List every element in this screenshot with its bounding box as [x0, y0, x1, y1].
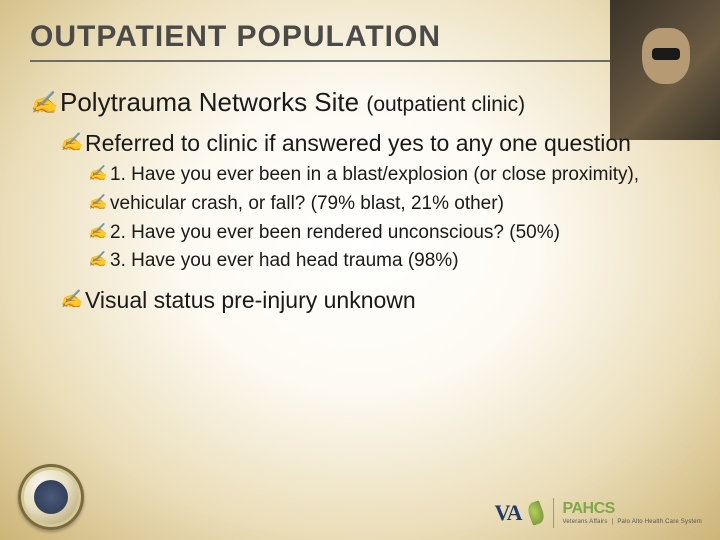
- bullet-lvl3: ✍ 2. Have you ever been rendered unconsc…: [30, 221, 690, 246]
- bullet-lvl2: ✍ Referred to clinic if answered yes to …: [30, 129, 690, 158]
- va-pahcs-logo: VA PAHCS Veterans Affairs | Palo Alto He…: [495, 498, 702, 528]
- lvl2-text: Visual status pre-injury unknown: [85, 287, 416, 313]
- slide-container: OUTPATIENT POPULATION ✍ Polytrauma Netwo…: [0, 0, 720, 540]
- bullet-lvl2: ✍ Visual status pre-injury unknown: [30, 286, 690, 315]
- bullet-lvl3: ✍ 1. Have you ever been in a blast/explo…: [30, 163, 690, 188]
- sub-right: Palo Alto Health Care System: [617, 519, 702, 525]
- bullet-icon: ✍: [88, 251, 107, 271]
- pahcs-subtext: Veterans Affairs | Palo Alto Health Care…: [562, 519, 702, 525]
- bullet-lvl3: ✍ 3. Have you ever had head trauma (98%): [30, 249, 690, 274]
- bullet-icon: ✍: [30, 89, 57, 117]
- leaf-icon: [526, 500, 547, 525]
- bullet-icon: ✍: [60, 288, 82, 311]
- bullet-icon: ✍: [88, 194, 107, 214]
- lvl3-text: 2. Have you ever been rendered unconscio…: [110, 222, 560, 243]
- pahcs-block: PAHCS Veterans Affairs | Palo Alto Healt…: [562, 501, 702, 525]
- lvl3-text: vehicular crash, or fall? (79% blast, 21…: [110, 193, 504, 214]
- lvl1-paren-text: (outpatient clinic): [366, 93, 525, 116]
- va-text: VA: [495, 500, 522, 526]
- lvl3-text: 1. Have you ever been in a blast/explosi…: [110, 164, 639, 185]
- bullet-icon: ✍: [88, 165, 107, 185]
- sub-sep: |: [612, 519, 614, 525]
- bullet-icon: ✍: [60, 131, 82, 154]
- soldier-photo: [610, 0, 720, 140]
- sub-left: Veterans Affairs: [562, 519, 607, 525]
- department-seal-icon: [18, 464, 84, 530]
- bullet-icon: ✍: [88, 223, 107, 243]
- slide-title: OUTPATIENT POPULATION: [30, 20, 640, 62]
- bullet-lvl3: ✍ vehicular crash, or fall? (79% blast, …: [30, 192, 690, 217]
- pahcs-text: PAHCS: [562, 501, 702, 517]
- lvl2-text: Referred to clinic if answered yes to an…: [85, 130, 631, 156]
- lvl1-main-text: Polytrauma Networks Site: [60, 87, 366, 117]
- bullet-lvl1: ✍ Polytrauma Networks Site (outpatient c…: [30, 86, 690, 119]
- logo-divider: [553, 498, 554, 528]
- lvl3-text: 3. Have you ever had head trauma (98%): [110, 250, 459, 271]
- slide-content: ✍ Polytrauma Networks Site (outpatient c…: [30, 86, 690, 315]
